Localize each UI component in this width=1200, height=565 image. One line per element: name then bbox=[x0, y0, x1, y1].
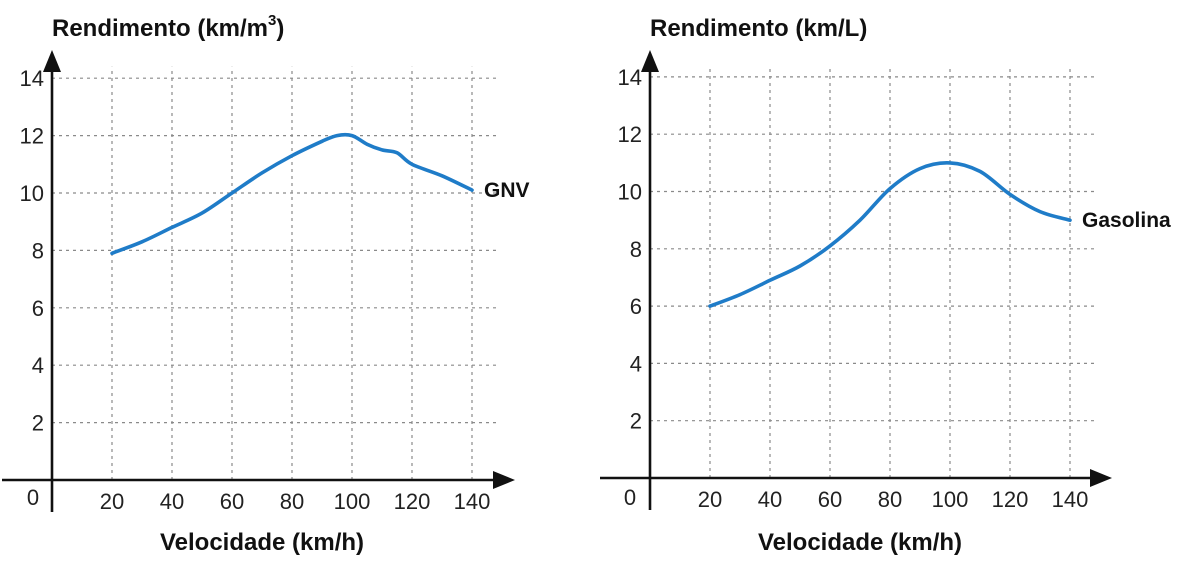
x-tick-label: 140 bbox=[1052, 487, 1089, 512]
x-tick-label: 120 bbox=[394, 489, 431, 514]
y-tick-label: 8 bbox=[630, 237, 642, 262]
y-tick-label: 8 bbox=[32, 238, 44, 263]
x-tick-label: 40 bbox=[758, 487, 782, 512]
series-label: Gasolina bbox=[1082, 209, 1171, 232]
x-tick-label: 40 bbox=[160, 489, 184, 514]
y-tick-label: 12 bbox=[20, 124, 44, 149]
y-tick-label: 4 bbox=[630, 351, 642, 376]
y-tick-label: 10 bbox=[20, 181, 44, 206]
y-tick-label: 2 bbox=[32, 411, 44, 436]
x-tick-label: 60 bbox=[818, 487, 842, 512]
origin-label: 0 bbox=[624, 485, 636, 510]
series-line bbox=[110, 132, 474, 256]
x-tick-label: 80 bbox=[878, 487, 902, 512]
series-label: GNV bbox=[484, 179, 530, 202]
y-tick-label: 6 bbox=[630, 294, 642, 319]
chart-gnv: 2 4 6 8 10 12 14 20 40 60 80 100 120 140 0 Rendimento (… bbox=[2, 12, 530, 556]
y-tick-label: 10 bbox=[618, 180, 642, 205]
y-tick-label: 4 bbox=[32, 353, 44, 378]
y-axis-title-end: ) bbox=[276, 15, 284, 42]
x-tick-label: 80 bbox=[280, 489, 304, 514]
y-tick-label: 2 bbox=[630, 409, 642, 434]
y-tick-label: 12 bbox=[618, 122, 642, 147]
origin-label: 0 bbox=[27, 485, 39, 510]
series-line bbox=[708, 161, 1072, 308]
y-tick-label: 6 bbox=[32, 296, 44, 321]
y-tick-label: 14 bbox=[618, 65, 642, 90]
grid bbox=[650, 65, 1094, 478]
chart-gasolina: 2 4 6 8 10 12 14 20 40 60 80 100 120 140 0 Rendimento (… bbox=[600, 15, 1171, 556]
x-tick-label: 60 bbox=[220, 489, 244, 514]
y-axis-title-superscript: 3 bbox=[268, 12, 276, 29]
y-axis-arrow bbox=[43, 50, 61, 72]
x-axis-arrow bbox=[1090, 469, 1112, 487]
x-axis-arrow bbox=[493, 471, 515, 489]
y-axis-arrow bbox=[641, 50, 659, 72]
x-tick-label: 100 bbox=[932, 487, 969, 512]
x-axis-title: Velocidade (km/h) bbox=[160, 529, 364, 556]
x-tick-label: 20 bbox=[100, 489, 124, 514]
y-axis-title: Rendimento (km/L) bbox=[650, 15, 867, 42]
x-tick-label: 100 bbox=[334, 489, 371, 514]
y-axis-title: Rendimento (km/m3) bbox=[52, 12, 284, 42]
x-axis-title: Velocidade (km/h) bbox=[758, 529, 962, 556]
x-tick-label: 140 bbox=[454, 489, 491, 514]
y-tick-label: 14 bbox=[20, 66, 44, 91]
x-tick-label: 20 bbox=[698, 487, 722, 512]
x-tick-label: 120 bbox=[992, 487, 1029, 512]
grid bbox=[52, 66, 496, 480]
